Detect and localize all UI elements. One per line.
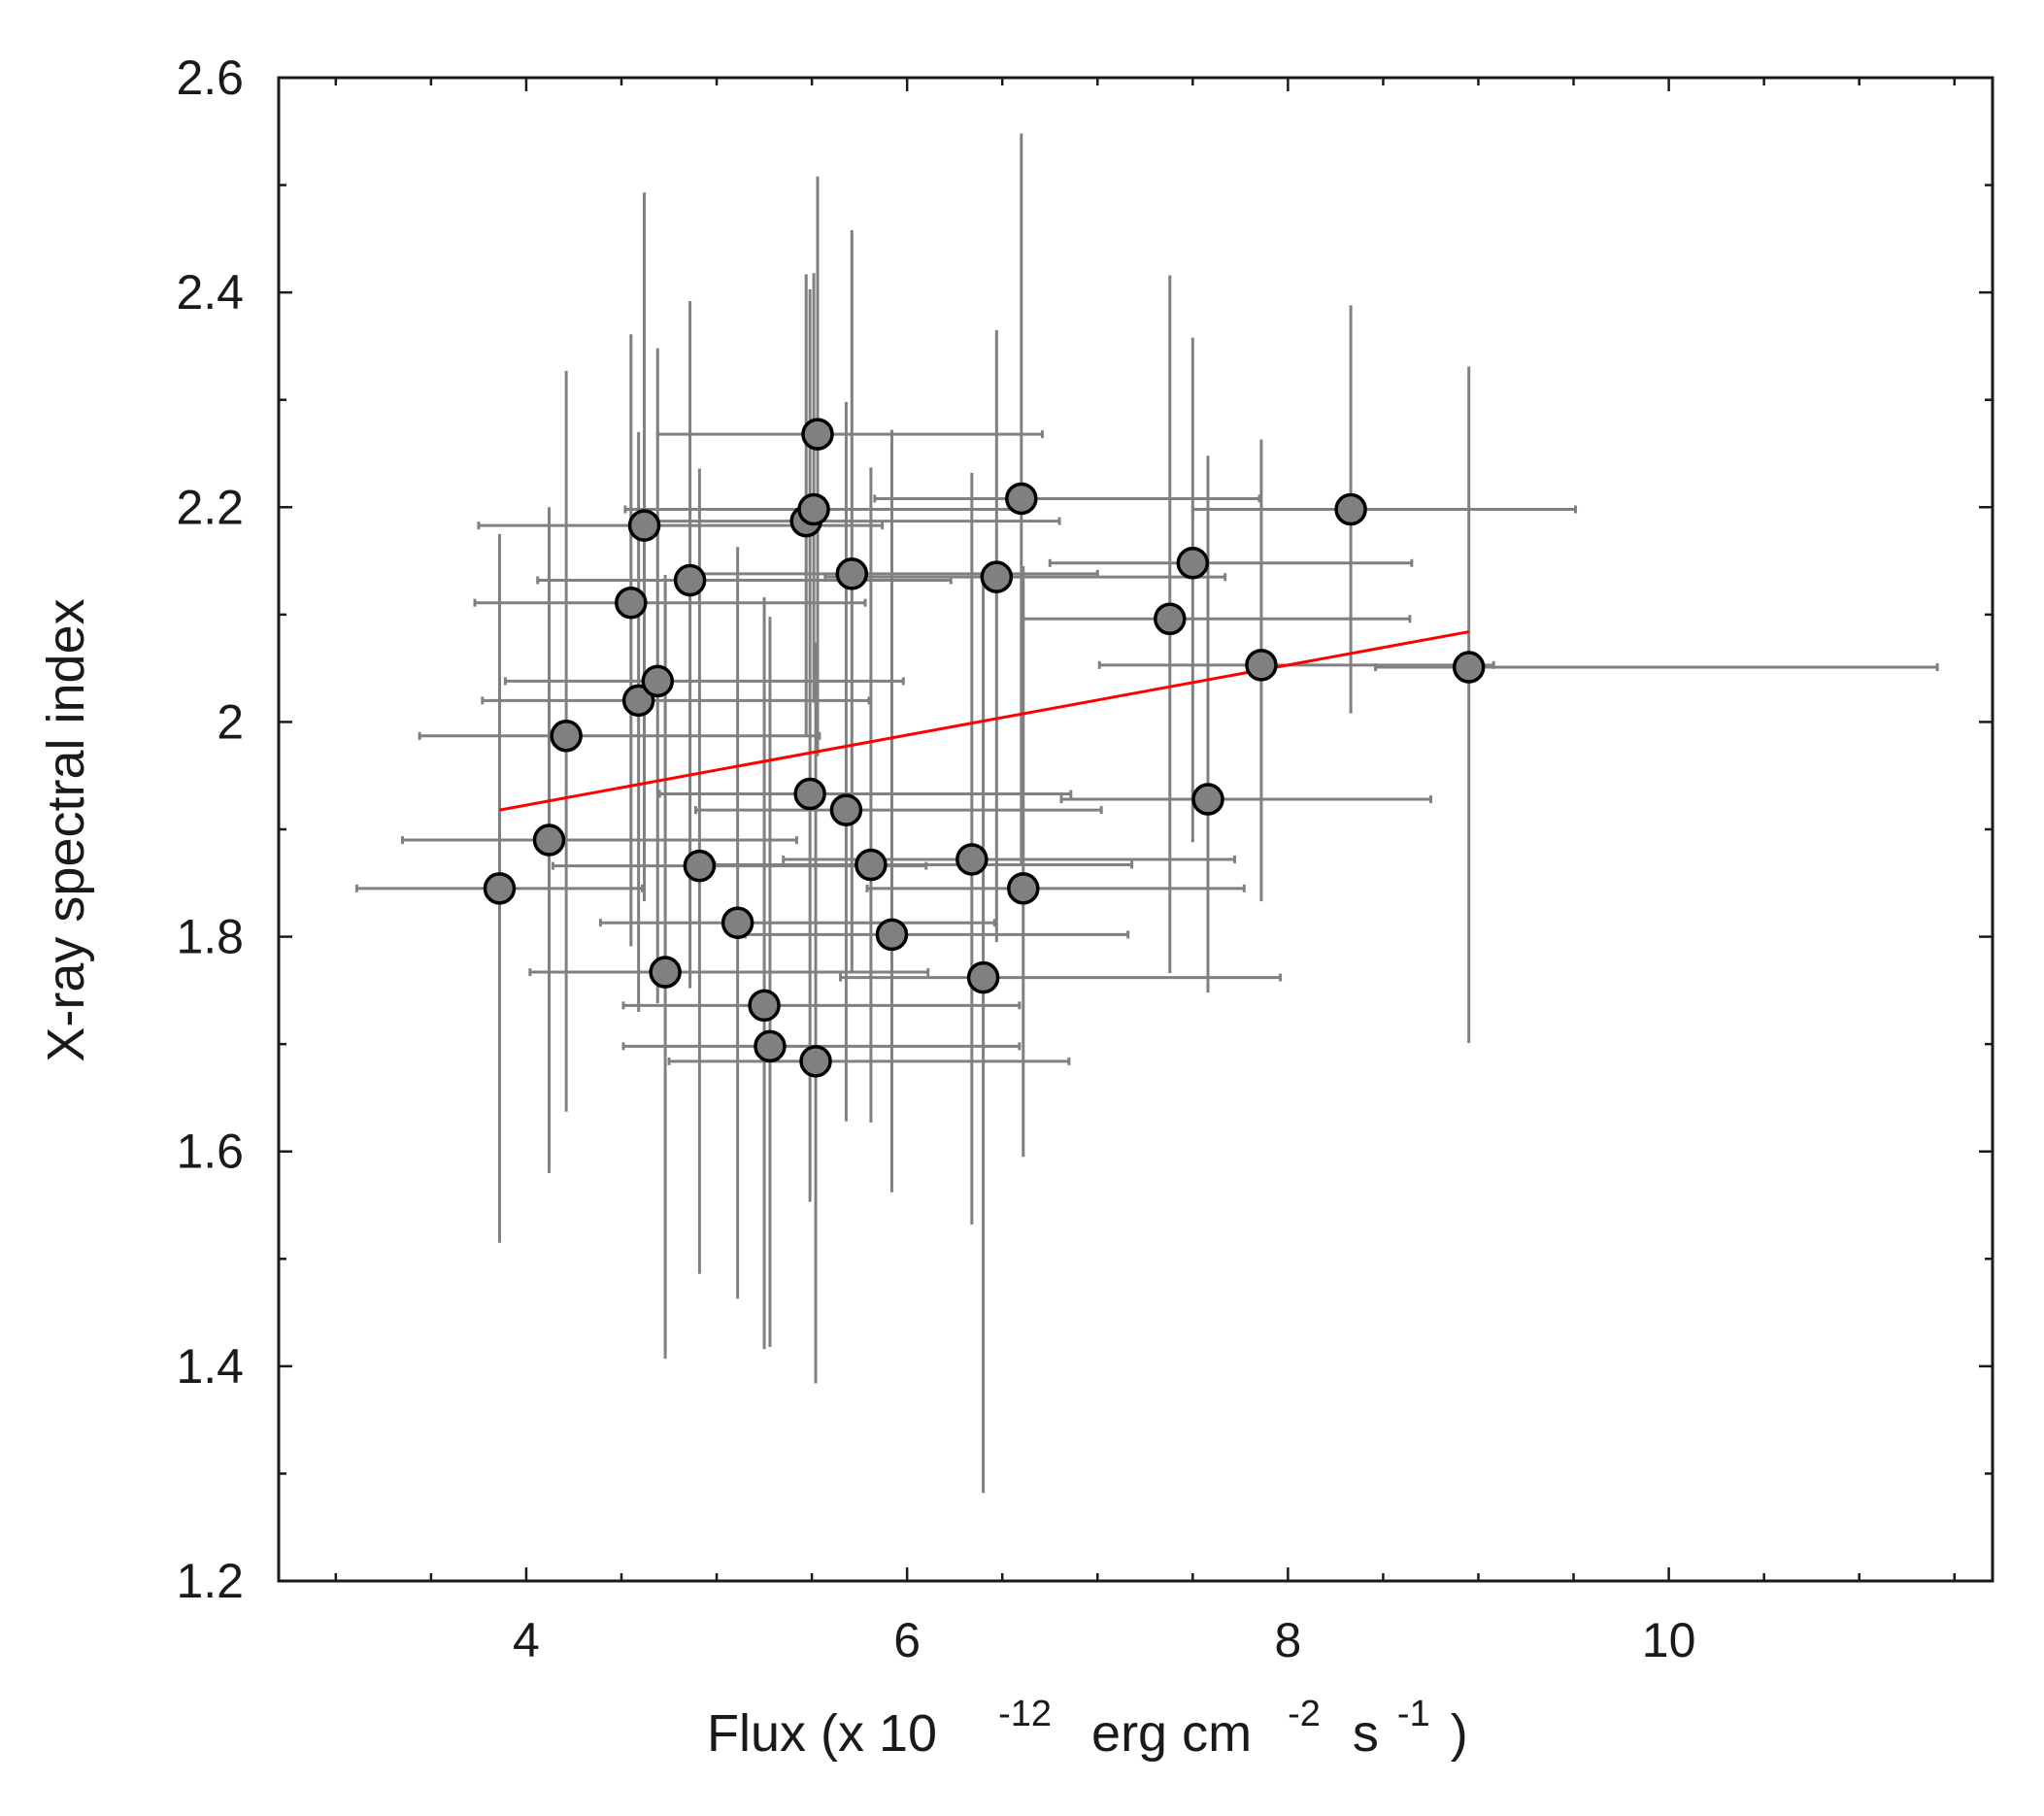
data-point-23 <box>966 960 1000 994</box>
y-tick-label: 2.2 <box>176 480 244 534</box>
y-tick-label: 2.6 <box>176 50 244 105</box>
data-point-6 <box>641 664 675 698</box>
data-point-5 <box>627 509 661 542</box>
data-point-4 <box>621 684 655 718</box>
y-tick-label: 2.4 <box>176 265 244 319</box>
data-point-25 <box>1005 482 1038 516</box>
x-axis-title-exp2: -2 <box>1288 1694 1321 1734</box>
data-points <box>483 418 1486 1078</box>
data-point-26 <box>1007 872 1040 905</box>
data-point-21 <box>875 918 909 952</box>
axes: 4 6 8 10 1.2 1.4 1.6 1.8 2 2.2 2.4 2.6 <box>176 50 1994 1667</box>
data-point-16 <box>799 1045 832 1078</box>
data-point-14 <box>793 777 826 811</box>
x-tick-label: 6 <box>893 1613 921 1667</box>
fit-line <box>499 630 1469 812</box>
data-point-31 <box>1334 492 1367 526</box>
x-tick-label: 8 <box>1274 1613 1301 1667</box>
data-point-11 <box>748 989 781 1023</box>
x-axis-title-unit2: s <box>1353 1704 1379 1763</box>
x-axis-title-exp3: -1 <box>1397 1694 1430 1734</box>
x-axis-title-main: Flux (x 10 <box>707 1704 937 1763</box>
data-point-18 <box>829 793 863 826</box>
data-point-3 <box>615 586 648 620</box>
data-point-19 <box>835 557 869 590</box>
data-point-29 <box>1191 783 1224 816</box>
y-axis-title: X-ray spectral index <box>37 598 95 1061</box>
data-point-1 <box>532 824 566 857</box>
data-point-17 <box>801 418 834 451</box>
x-axis-title-unit1: erg cm <box>1091 1704 1252 1763</box>
error-bars <box>354 133 1939 1494</box>
data-point-27 <box>1154 602 1187 636</box>
data-point-9 <box>683 849 717 883</box>
data-point-8 <box>673 563 707 597</box>
data-point-30 <box>1245 649 1278 682</box>
data-point-22 <box>955 843 988 876</box>
data-point-24 <box>980 560 1014 593</box>
data-point-20 <box>854 848 888 882</box>
y-tick-label: 1.8 <box>176 910 244 964</box>
data-point-7 <box>649 956 682 989</box>
y-tick-label: 2 <box>217 694 244 749</box>
y-tick-label: 1.2 <box>176 1554 244 1608</box>
data-point-12 <box>754 1029 787 1063</box>
y-tick-label: 1.4 <box>176 1339 244 1394</box>
x-axis-title: Flux (x 10 -12 erg cm -2 s -1 ) <box>707 1679 1468 1763</box>
y-tick-label: 1.6 <box>176 1125 244 1179</box>
x-tick-label: 10 <box>1642 1613 1696 1667</box>
data-point-32 <box>1452 651 1486 684</box>
data-point-2 <box>550 720 583 753</box>
fit-line-group <box>499 630 1469 812</box>
x-axis-title-close: ) <box>1451 1704 1468 1763</box>
data-point-0 <box>483 872 517 905</box>
x-tick-label: 4 <box>513 1613 540 1667</box>
data-point-10 <box>720 906 754 939</box>
plot-frame <box>277 76 1994 1583</box>
data-point-28 <box>1176 547 1210 580</box>
x-axis-title-exp1: -12 <box>998 1694 1052 1734</box>
data-point-15 <box>797 492 830 526</box>
